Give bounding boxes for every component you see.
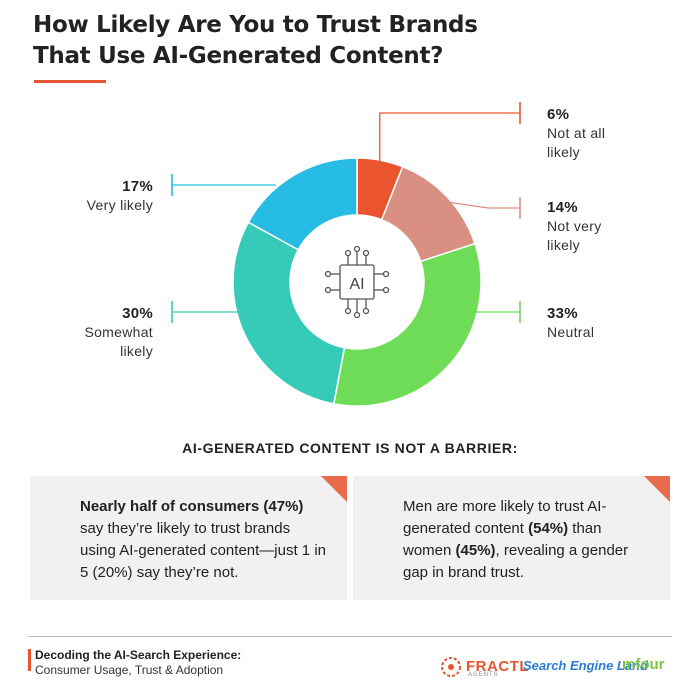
- title-line-1: How Likely Are You to Trust Brands: [33, 12, 478, 38]
- ai-chip-icon: [324, 245, 390, 319]
- label-text: Not at all: [547, 125, 606, 141]
- pct-not-at-all-likely: 6%: [547, 106, 570, 123]
- label-neutral: 33% Neutral: [547, 304, 594, 342]
- fractl-logo: FRACTL AGENTS: [440, 656, 529, 678]
- label-text: Very likely: [86, 197, 153, 213]
- section-subheading: AI-GENERATED CONTENT IS NOT A BARRIER:: [182, 440, 518, 456]
- footer-subtitle: Consumer Usage, Trust & Adoption: [35, 663, 224, 677]
- insight-card-text: Nearly half of consumers (47%) say they’…: [80, 496, 330, 584]
- leader-not-at-all-likely: [379, 112, 520, 163]
- insight-text: Men are more likely to trust AI-generate…: [403, 498, 607, 537]
- label-text: likely: [547, 144, 580, 160]
- leader-not-very-likely: [442, 200, 520, 209]
- slice-neutral: [332, 242, 482, 407]
- fractl-logo-text: FRACTL: [466, 657, 529, 675]
- slice-very-likely: [247, 157, 358, 251]
- pct-neutral: 33%: [547, 305, 578, 322]
- insight-text: say they’re likely to trust brands using…: [80, 520, 326, 581]
- footer-accent-bar: [28, 649, 31, 671]
- search-engine-land-logo: Search Engine Land: [523, 658, 648, 673]
- label-very-likely: 17% Very likely: [60, 177, 153, 215]
- insight-bold: (54%): [528, 520, 569, 537]
- label-somewhat-likely: 30% Somewhat likely: [60, 304, 153, 361]
- mfour-logo: mfour: [622, 656, 665, 673]
- title-underline: [34, 80, 106, 83]
- footer-divider: [28, 636, 672, 637]
- label-not-at-all-likely: 6% Not at all likely: [547, 105, 605, 162]
- label-text: Neutral: [547, 324, 595, 340]
- label-text: likely: [120, 343, 153, 359]
- insight-bold: Nearly half of consumers (47%): [80, 498, 304, 515]
- pct-not-very-likely: 14%: [547, 199, 578, 216]
- insight-text: than women: [403, 520, 602, 559]
- insight-card-gender: Men are more likely to trust AI-generate…: [353, 476, 670, 600]
- insight-card-text: Men are more likely to trust AI-generate…: [403, 496, 653, 584]
- center-ai-text: AI: [349, 276, 364, 293]
- footer-title: Decoding the AI-Search Experience:: [35, 648, 242, 662]
- label-text: likely: [547, 237, 580, 253]
- slice-somewhat-likely: [232, 221, 346, 405]
- title-line-2: That Use AI-Generated Content?: [33, 43, 444, 69]
- corner-accent: [321, 476, 347, 502]
- pct-very-likely: 17%: [122, 178, 153, 195]
- label-text: Somewhat: [84, 324, 153, 340]
- label-not-very-likely: 14% Not very likely: [547, 198, 602, 255]
- insight-text: , revealing a gender gap in brand trust.: [403, 542, 629, 581]
- fractl-mark-icon: [441, 657, 461, 677]
- corner-accent: [644, 476, 670, 502]
- page-title: How Likely Are You to Trust Brands That …: [33, 10, 533, 72]
- pct-somewhat-likely: 30%: [122, 305, 153, 322]
- fractl-logo-subtext: AGENTS: [468, 672, 499, 678]
- insight-bold: (45%): [455, 542, 496, 559]
- donut-chart: AI: [171, 102, 521, 407]
- insight-card-consumers: Nearly half of consumers (47%) say they’…: [30, 476, 347, 600]
- label-text: Not very: [547, 218, 602, 234]
